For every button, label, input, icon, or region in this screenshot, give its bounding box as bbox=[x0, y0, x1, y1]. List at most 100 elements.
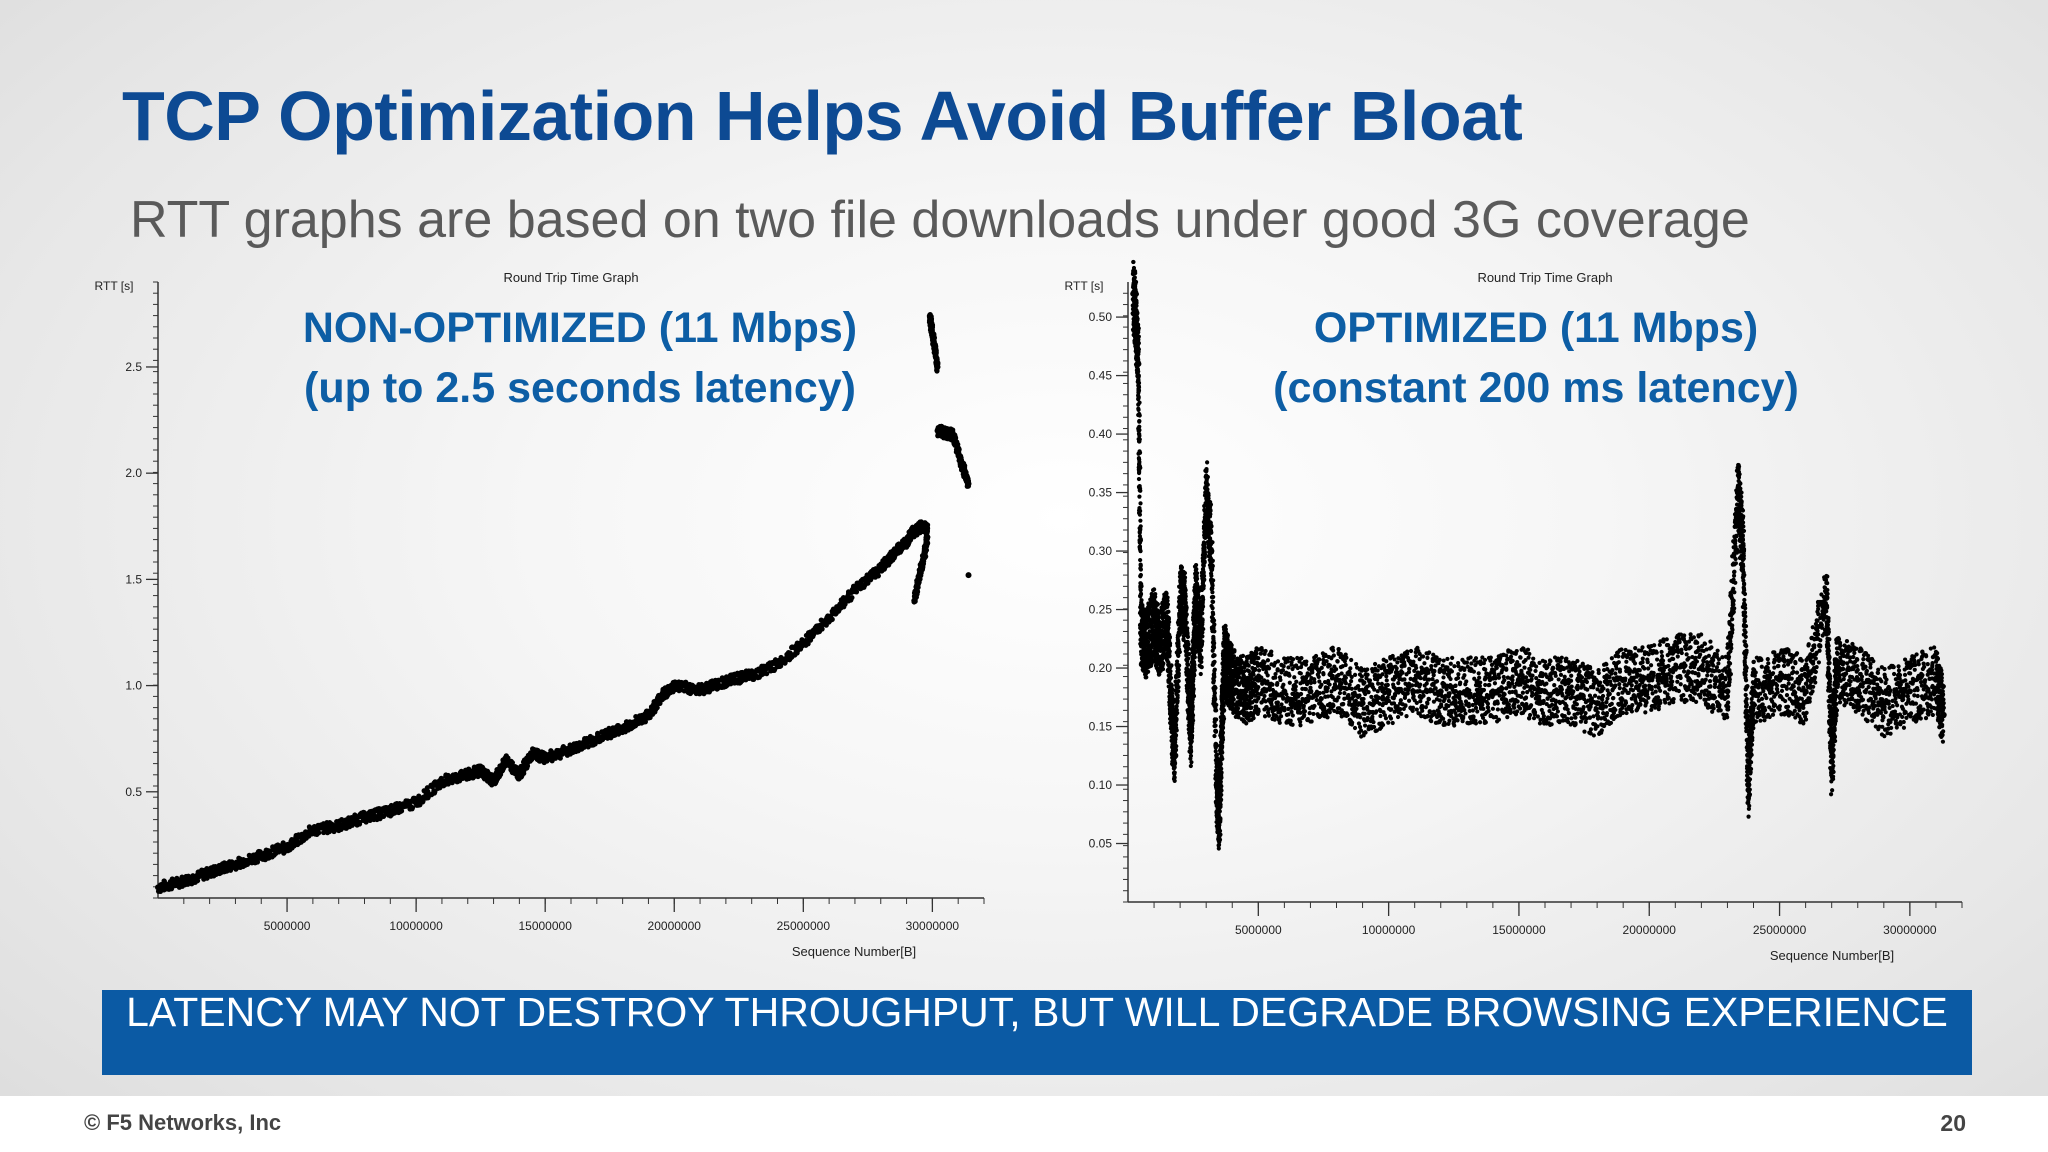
data-point bbox=[1137, 512, 1143, 517]
slide-title: TCP Optimization Helps Avoid Buffer Bloa… bbox=[122, 77, 1523, 155]
data-point bbox=[1176, 689, 1181, 694]
x-axis-label: Sequence Number[B] bbox=[1770, 948, 1894, 963]
data-point bbox=[1174, 725, 1179, 731]
data-point bbox=[1184, 620, 1189, 625]
data-point bbox=[194, 878, 201, 884]
data-point bbox=[1166, 615, 1171, 620]
data-point bbox=[1195, 576, 1200, 581]
data-point bbox=[1133, 293, 1138, 298]
data-point bbox=[1137, 534, 1143, 539]
data-point bbox=[1155, 601, 1160, 606]
data-point bbox=[1137, 400, 1142, 405]
data-point bbox=[1136, 374, 1141, 379]
x-axis-label: Sequence Number[B] bbox=[792, 944, 916, 959]
data-point bbox=[1186, 662, 1191, 667]
data-point bbox=[1164, 590, 1169, 595]
data-point bbox=[1188, 750, 1193, 755]
data-point bbox=[1156, 615, 1161, 620]
data-point bbox=[1137, 494, 1142, 499]
data-point bbox=[1135, 316, 1140, 322]
x-tick-label: 25000000 bbox=[777, 919, 831, 933]
rtt-chart-optimized: 0.050.100.150.200.250.300.350.400.450.50… bbox=[1065, 259, 1963, 963]
data-point bbox=[1198, 648, 1204, 653]
data-point bbox=[1146, 669, 1151, 674]
data-point bbox=[1138, 488, 1143, 493]
data-point bbox=[1185, 639, 1190, 645]
data-point bbox=[1184, 612, 1189, 617]
chart-title: Round Trip Time Graph bbox=[1477, 270, 1612, 285]
data-point bbox=[1136, 476, 1142, 482]
slide-subtitle: RTT graphs are based on two file downloa… bbox=[130, 191, 1750, 249]
y-axis-label: RTT [s] bbox=[95, 279, 134, 293]
y-tick-label: 0.20 bbox=[1089, 661, 1113, 675]
data-point bbox=[1194, 566, 1199, 572]
y-tick-label: 0.10 bbox=[1089, 778, 1113, 792]
data-point bbox=[1185, 633, 1190, 638]
data-point bbox=[1137, 424, 1142, 429]
x-tick-label: 10000000 bbox=[1362, 923, 1416, 937]
data-point bbox=[1139, 603, 1144, 609]
data-point bbox=[1192, 655, 1197, 660]
data-point bbox=[1183, 604, 1188, 609]
data-point bbox=[1136, 451, 1141, 456]
data-point bbox=[1137, 437, 1142, 442]
data-point bbox=[1136, 334, 1141, 339]
data-point bbox=[1138, 557, 1143, 563]
data-point bbox=[1198, 671, 1203, 677]
data-point bbox=[1174, 753, 1179, 758]
data-point bbox=[1131, 259, 1136, 265]
data-point bbox=[1138, 567, 1144, 572]
data-point bbox=[1191, 694, 1197, 699]
data-point bbox=[1135, 341, 1141, 346]
x-tick-label: 5000000 bbox=[1235, 923, 1282, 937]
data-point bbox=[1135, 355, 1140, 360]
data-point bbox=[1174, 717, 1179, 723]
data-point bbox=[1135, 310, 1140, 315]
data-point bbox=[1138, 524, 1143, 529]
data-point bbox=[1175, 637, 1181, 642]
data-point bbox=[1138, 548, 1143, 554]
data-point bbox=[1167, 653, 1172, 658]
data-point bbox=[1136, 394, 1141, 399]
data-point bbox=[1133, 298, 1138, 303]
data-point bbox=[1144, 675, 1149, 680]
data-point bbox=[1192, 673, 1197, 678]
x-tick-label: 10000000 bbox=[389, 919, 443, 933]
data-point bbox=[1193, 562, 1199, 568]
x-tick-label: 5000000 bbox=[264, 919, 311, 933]
data-point bbox=[1138, 518, 1143, 523]
data-point bbox=[1136, 347, 1141, 352]
data-point bbox=[1166, 609, 1171, 614]
data-point bbox=[1136, 322, 1141, 327]
data-point bbox=[1136, 378, 1141, 383]
data-point bbox=[1152, 587, 1157, 592]
data-point bbox=[1176, 678, 1181, 684]
data-point bbox=[1161, 661, 1166, 666]
data-point bbox=[1139, 584, 1144, 589]
y-tick-label: 2.0 bbox=[125, 466, 142, 480]
data-point bbox=[1199, 656, 1204, 661]
data-point bbox=[1168, 676, 1173, 681]
data-point bbox=[1190, 729, 1195, 734]
data-point bbox=[1182, 577, 1187, 582]
x-tick-label: 25000000 bbox=[1753, 923, 1807, 937]
y-tick-label: 2.5 bbox=[125, 360, 142, 374]
data-point bbox=[316, 830, 322, 836]
y-tick-label: 0.50 bbox=[1089, 310, 1113, 324]
y-tick-label: 0.30 bbox=[1089, 544, 1113, 558]
data-point bbox=[1172, 760, 1178, 766]
data-point bbox=[1190, 697, 1195, 702]
data-point bbox=[1191, 665, 1196, 670]
y-tick-label: 0.35 bbox=[1089, 486, 1113, 500]
x-tick-label: 20000000 bbox=[648, 919, 702, 933]
data-point bbox=[1185, 626, 1190, 631]
data-point bbox=[1200, 634, 1205, 639]
data-point bbox=[1190, 679, 1195, 684]
y-tick-label: 0.45 bbox=[1089, 369, 1113, 383]
data-point bbox=[1136, 326, 1141, 331]
data-point bbox=[1176, 674, 1181, 679]
data-point bbox=[1183, 594, 1188, 599]
data-point bbox=[1137, 469, 1142, 475]
data-point bbox=[1138, 594, 1143, 599]
